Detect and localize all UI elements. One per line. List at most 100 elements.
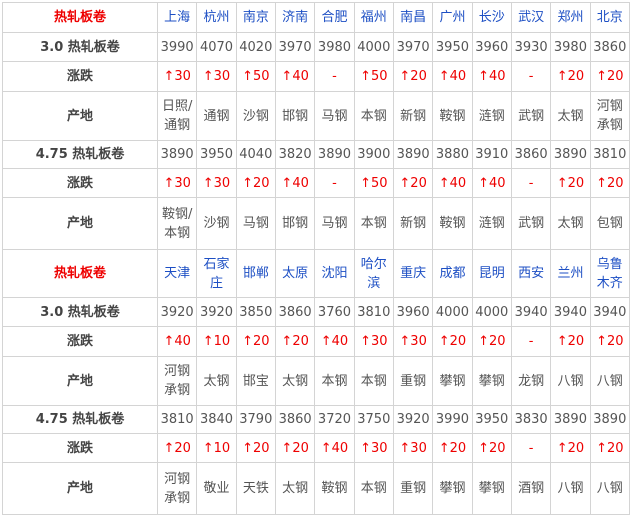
price-cell: 3990 [156, 32, 198, 62]
origin-cell: 日照/通钢 [156, 91, 198, 141]
data-row: 涨跌 ↑30 ↑30 ↑20 ↑40- ↑50 ↑20 ↑40 ↑40- ↑20 ↑20 [2, 168, 631, 198]
city-name: 重庆 [392, 249, 434, 298]
origin-cell: 酒钢 [510, 462, 552, 515]
origin-cell: 通钢 [196, 91, 237, 141]
origin-cell: 太钢 [274, 462, 316, 515]
price-cell: 3840 [196, 405, 237, 434]
city-name: 南京 [235, 2, 276, 33]
change-cell: ↑40 [471, 168, 512, 198]
city-name: 邯郸 [235, 249, 276, 298]
origin-cell: 太钢 [196, 356, 237, 406]
city-name: 长沙 [471, 2, 512, 33]
city-name: 沈阳 [314, 249, 355, 298]
change-cell: ↑40 [471, 61, 512, 92]
change-cell: ↑20 [471, 433, 512, 463]
data-row: 4.75 热轧板卷 3890 3950 4040 3820 3890 3900 3890 388… [2, 140, 631, 169]
origin-cell: 鞍钢 [432, 197, 473, 250]
price-cell: 3890 [392, 140, 434, 169]
price-cell: 3860 [589, 32, 631, 62]
origin-cell: 涟钢 [471, 197, 512, 250]
city-name: 兰州 [550, 249, 591, 298]
price-cell: 3860 [274, 297, 316, 327]
price-cell: 3920 [196, 297, 237, 327]
origin-cell: 邯钢 [274, 197, 316, 250]
price-cell: 3960 [471, 32, 512, 62]
price-table: 热轧板卷 上海 杭州 南京 济南 合肥 福州 南昌 广州 长沙 武汉 郑州 北京 3.0 热轧板卷 3990… [2, 2, 631, 515]
change-cell: ↑20 [274, 433, 316, 463]
row-label: 4.75 热轧板卷 [2, 140, 158, 169]
data-row: 涨跌 ↑20 ↑10 ↑20 ↑20 ↑40 ↑30 ↑30 ↑20 ↑20- ↑20 ↑20 [2, 433, 631, 463]
origin-cell: 敬业 [196, 462, 237, 515]
data-row: 产地 日照/通钢 通钢 沙钢 邯钢 马钢 本钢 新钢 鞍钢 涟钢 武钢 太钢 河钢承钢 [2, 91, 631, 141]
change-cell: ↑40 [432, 168, 473, 198]
origin-cell: 太钢 [274, 356, 316, 406]
row-label: 产地 [2, 197, 158, 250]
origin-cell: 马钢 [314, 197, 355, 250]
city-name: 郑州 [550, 2, 591, 33]
price-cell: 3940 [510, 297, 552, 327]
change-cell: ↑30 [156, 61, 198, 92]
price-cell: 3750 [353, 405, 394, 434]
change-cell: ↑20 [432, 326, 473, 357]
origin-cell: 本钢 [353, 197, 394, 250]
city-name: 北京 [589, 2, 631, 33]
price-cell: 3950 [196, 140, 237, 169]
section-title: 热轧板卷 [2, 2, 158, 33]
price-cell: 3850 [235, 297, 276, 327]
city-name: 上海 [156, 2, 198, 33]
price-cell: 3760 [314, 297, 355, 327]
city-name: 福州 [353, 2, 394, 33]
price-cell: 3890 [550, 140, 591, 169]
price-cell: 3830 [510, 405, 552, 434]
price-cell: 3990 [432, 405, 473, 434]
change-cell: ↑50 [235, 61, 276, 92]
price-cell: 3860 [274, 405, 316, 434]
city-name: 太原 [274, 249, 316, 298]
change-cell: ↑30 [392, 433, 434, 463]
change-cell: ↑20 [392, 168, 434, 198]
origin-cell: 马钢 [314, 91, 355, 141]
price-cell: 3720 [314, 405, 355, 434]
origin-cell: 八钢 [589, 356, 631, 406]
city-name: 乌鲁木齐 [589, 249, 631, 298]
change-cell: ↑50 [353, 61, 394, 92]
origin-cell: 新钢 [392, 197, 434, 250]
origin-cell: 天铁 [235, 462, 276, 515]
price-cell: 3810 [156, 405, 198, 434]
row-label: 涨跌 [2, 61, 158, 92]
change-cell: ↑50 [353, 168, 394, 198]
origin-cell: 沙钢 [235, 91, 276, 141]
price-cell: 4020 [235, 32, 276, 62]
price-cell: 3810 [353, 297, 394, 327]
price-cell: 3890 [589, 405, 631, 434]
origin-cell: 邯宝 [235, 356, 276, 406]
origin-cell: 本钢 [353, 462, 394, 515]
change-cell: - [510, 433, 552, 463]
change-cell: ↑20 [274, 326, 316, 357]
price-cell: 3790 [235, 405, 276, 434]
change-cell: ↑30 [353, 326, 394, 357]
header-row: 热轧板卷 上海 杭州 南京 济南 合肥 福州 南昌 广州 长沙 武汉 郑州 北京 [2, 2, 631, 33]
row-label: 涨跌 [2, 168, 158, 198]
origin-cell: 本钢 [353, 91, 394, 141]
change-cell: ↑10 [196, 433, 237, 463]
origin-cell: 武钢 [510, 91, 552, 141]
change-cell: ↑30 [196, 168, 237, 198]
origin-cell: 八钢 [550, 462, 591, 515]
change-cell: ↑20 [550, 61, 591, 92]
origin-cell: 沙钢 [196, 197, 237, 250]
change-cell: ↑20 [235, 433, 276, 463]
change-cell: ↑40 [314, 433, 355, 463]
origin-cell: 太钢 [550, 197, 591, 250]
change-cell: ↑20 [589, 433, 631, 463]
price-cell: 3890 [314, 140, 355, 169]
row-label: 3.0 热轧板卷 [2, 297, 158, 327]
price-cell: 3890 [550, 405, 591, 434]
origin-cell: 涟钢 [471, 91, 512, 141]
data-row: 产地 鞍钢/本钢 沙钢 马钢 邯钢 马钢 本钢 新钢 鞍钢 涟钢 武钢 太钢 包钢 [2, 197, 631, 250]
data-row: 涨跌 ↑40 ↑10 ↑20 ↑20 ↑40 ↑30 ↑30 ↑20 ↑20- ↑20 ↑20 [2, 326, 631, 357]
change-cell: ↑20 [235, 326, 276, 357]
change-cell: ↑40 [156, 326, 198, 357]
row-label: 涨跌 [2, 326, 158, 357]
